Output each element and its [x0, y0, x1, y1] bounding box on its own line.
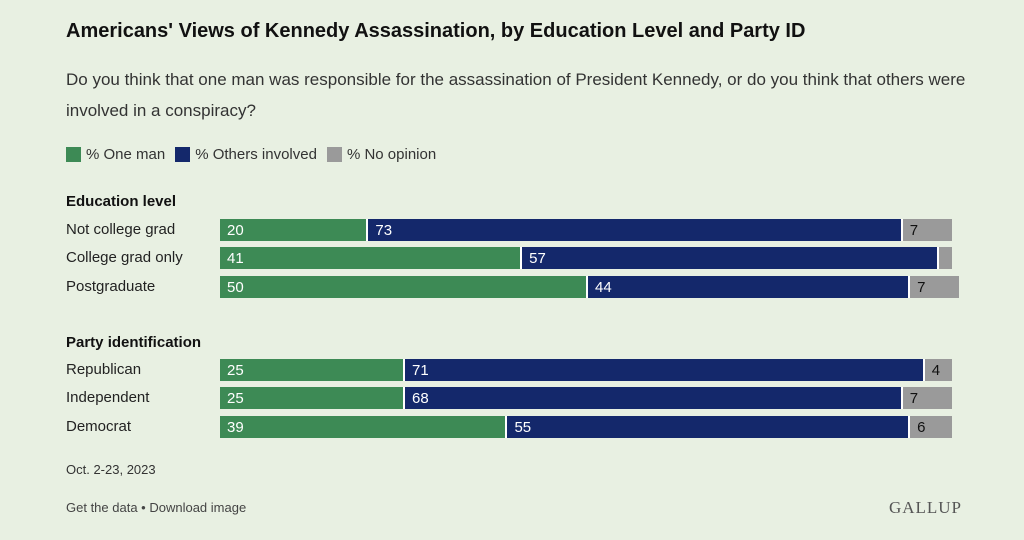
data-label: 41	[227, 249, 244, 267]
bar-segment-one-man: 25	[220, 387, 403, 409]
row-label: Republican	[66, 361, 142, 378]
get-data-link[interactable]: Get the data	[66, 500, 138, 515]
chart-subtitle: Do you think that one man was responsibl…	[66, 70, 966, 120]
bar-segment-others-involved: 44	[586, 276, 909, 298]
legend-item-one-man: % One man	[66, 146, 165, 163]
bar-segment-one-man: 39	[220, 416, 506, 438]
legend-label-others-involved: % Others involved	[195, 146, 317, 163]
gallup-logo: GALLUP	[888, 498, 962, 517]
row-label: Not college grad	[66, 221, 176, 238]
data-label: 68	[412, 389, 429, 407]
group-heading: Party identification	[66, 334, 202, 351]
data-label: 6	[917, 418, 926, 436]
legend-swatch-one-man	[66, 147, 81, 162]
data-label: 50	[227, 278, 244, 296]
legend-item-no-opinion: % No opinion	[326, 146, 437, 163]
data-label: 25	[227, 361, 244, 379]
bar-segment-no-opinion: 7	[900, 387, 952, 409]
data-label: 57	[529, 249, 546, 267]
bar-segment-no-opinion: 7	[908, 276, 960, 298]
data-label: 55	[514, 418, 532, 436]
bar-segment-one-man: 41	[220, 247, 521, 269]
chart-title: Americans' Views of Kennedy Assassinatio…	[66, 20, 806, 42]
bar-segment-no-opinion	[937, 247, 952, 269]
bar-segment-no-opinion: 4	[922, 359, 952, 381]
bar-segment-no-opinion: 6	[908, 416, 952, 438]
data-label: 7	[909, 389, 919, 407]
legend-item-others-involved: % Others involved	[175, 146, 317, 163]
data-label: 73	[375, 221, 393, 239]
data-label: 4	[931, 361, 941, 379]
bar-segment-others-involved: 55	[505, 416, 909, 438]
data-label: 7	[909, 221, 919, 239]
row-label: College grad only	[66, 249, 183, 266]
data-label: 7	[917, 278, 926, 296]
group-heading: Education level	[66, 193, 177, 210]
bar-segment-others-involved: 73	[366, 219, 901, 241]
data-label: 44	[595, 278, 612, 296]
bar-segment-one-man: 25	[220, 359, 403, 381]
download-image-link[interactable]: Download image	[149, 500, 247, 515]
bar-segment-others-involved: 71	[403, 359, 923, 381]
row-label: Independent	[66, 389, 150, 406]
legend-label-one-man: % One man	[86, 146, 166, 163]
legend-swatch-no-opinion	[326, 147, 342, 162]
row-label: Democrat	[66, 418, 132, 435]
bar-segment-one-man: 50	[220, 276, 586, 298]
data-label: 25	[227, 389, 244, 407]
data-label: 20	[227, 221, 244, 239]
row-label: Postgraduate	[66, 278, 156, 295]
footer-links: Get the data • Download image	[66, 500, 246, 515]
legend-label-no-opinion: % No opinion	[346, 146, 437, 163]
legend: % One man % Others involved % No opinion	[66, 146, 446, 163]
legend-swatch-others-involved	[175, 147, 191, 162]
data-label: 39	[227, 418, 244, 436]
bar-segment-others-involved: 68	[403, 387, 901, 409]
link-separator: •	[137, 500, 150, 515]
data-label: 71	[412, 361, 429, 379]
date-footnote: Oct. 2-23, 2023	[66, 462, 156, 477]
bar-segment-others-involved: 57	[520, 247, 938, 269]
bar-segment-one-man: 20	[220, 219, 367, 241]
bar-segment-no-opinion: 7	[900, 219, 952, 241]
